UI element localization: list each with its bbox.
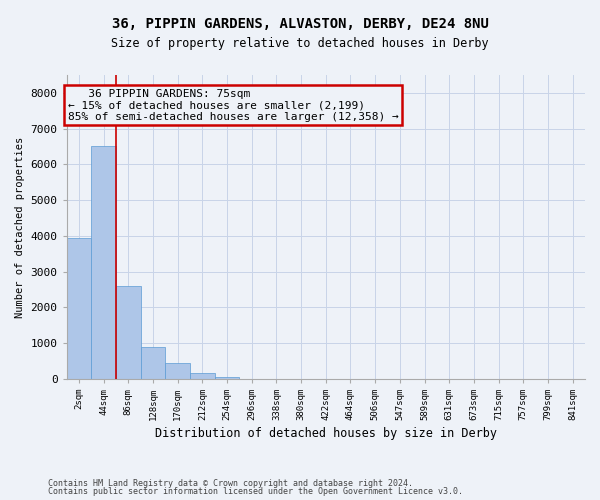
Text: Size of property relative to detached houses in Derby: Size of property relative to detached ho…	[111, 38, 489, 51]
Y-axis label: Number of detached properties: Number of detached properties	[15, 136, 25, 318]
Bar	[190, 374, 215, 379]
Bar	[67, 238, 91, 379]
Bar	[215, 377, 239, 379]
Bar	[140, 346, 166, 379]
Text: 36, PIPPIN GARDENS, ALVASTON, DERBY, DE24 8NU: 36, PIPPIN GARDENS, ALVASTON, DERBY, DE2…	[112, 18, 488, 32]
Text: Contains HM Land Registry data © Crown copyright and database right 2024.: Contains HM Land Registry data © Crown c…	[48, 478, 413, 488]
Text: Contains public sector information licensed under the Open Government Licence v3: Contains public sector information licen…	[48, 487, 463, 496]
Text: 36 PIPPIN GARDENS: 75sqm
← 15% of detached houses are smaller (2,199)
85% of sem: 36 PIPPIN GARDENS: 75sqm ← 15% of detach…	[68, 89, 398, 122]
Bar	[116, 286, 140, 379]
X-axis label: Distribution of detached houses by size in Derby: Distribution of detached houses by size …	[155, 427, 497, 440]
Bar	[166, 364, 190, 379]
Bar	[91, 146, 116, 379]
